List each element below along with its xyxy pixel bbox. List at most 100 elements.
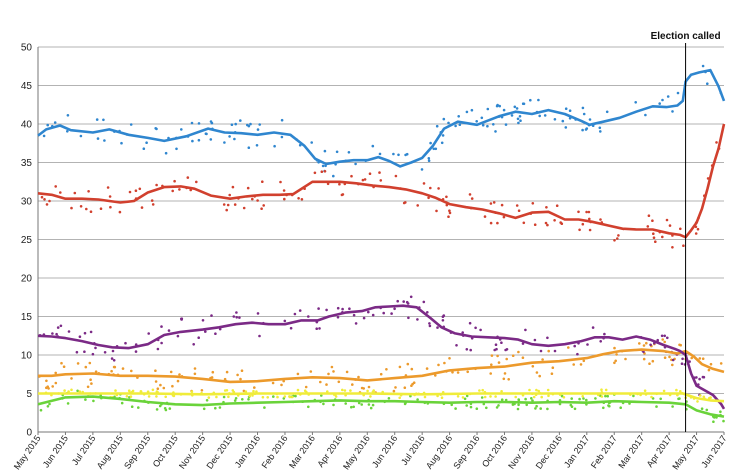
poll-dot xyxy=(233,399,237,402)
poll-dot xyxy=(54,185,57,188)
poll-dot xyxy=(95,118,99,121)
poll-dot xyxy=(719,362,723,365)
poll-dot xyxy=(517,403,520,407)
poll-dot xyxy=(176,334,180,338)
poll-dot xyxy=(486,107,490,111)
poll-dot xyxy=(83,350,86,354)
poll-dot xyxy=(315,327,319,331)
poll-dot xyxy=(454,124,457,128)
x-tick-label: Nov 2015 xyxy=(177,433,207,470)
poll-dot xyxy=(510,114,514,117)
poll-dot xyxy=(124,341,127,345)
poll-dot xyxy=(442,314,446,317)
poll-dot xyxy=(70,377,73,380)
poll-dot xyxy=(440,396,444,400)
poll-dot xyxy=(239,377,242,381)
poll-dot xyxy=(405,152,409,156)
series-line-conservative xyxy=(37,68,726,168)
poll-dot xyxy=(517,121,520,125)
poll-dot xyxy=(598,126,602,130)
poll-dot xyxy=(698,377,701,381)
poll-dot xyxy=(45,203,49,206)
poll-dot xyxy=(169,370,173,374)
poll-dot xyxy=(525,403,528,407)
poll-dot xyxy=(651,359,655,363)
poll-dot xyxy=(371,403,375,407)
poll-dot xyxy=(700,407,704,411)
poll-dot xyxy=(155,408,159,411)
poll-dot xyxy=(483,215,487,218)
poll-dot xyxy=(352,313,356,317)
poll-dot xyxy=(539,349,543,353)
poll-dot xyxy=(230,123,234,126)
poll-dot xyxy=(167,329,171,332)
poll-dot xyxy=(214,332,217,336)
poll-dot xyxy=(296,388,300,392)
poll-dot xyxy=(343,389,347,392)
poll-dot xyxy=(234,122,237,126)
poll-dot xyxy=(398,396,402,400)
poll-dot xyxy=(504,398,508,402)
poll-dot xyxy=(280,118,284,122)
x-tick-label: Dec 2016 xyxy=(534,433,564,470)
poll-dot xyxy=(456,395,460,398)
poll-dot xyxy=(515,204,519,207)
poll-dot xyxy=(502,215,506,219)
poll-dot xyxy=(701,64,705,68)
poll-dot xyxy=(511,354,515,358)
poll-dot xyxy=(273,144,276,148)
poll-dot xyxy=(480,396,484,399)
poll-dot xyxy=(394,386,397,389)
poll-dot xyxy=(45,386,48,390)
poll-dot xyxy=(410,384,413,388)
poll-dot xyxy=(231,185,235,189)
poll-dot xyxy=(535,404,538,408)
poll-dot xyxy=(432,147,436,151)
poll-dot xyxy=(661,235,664,239)
poll-dot xyxy=(55,332,58,336)
poll-dot xyxy=(255,144,259,147)
poll-dot xyxy=(403,386,407,390)
poll-dot xyxy=(505,357,509,361)
poll-dot xyxy=(543,114,547,117)
poll-dot xyxy=(573,407,577,411)
poll-dot xyxy=(261,180,264,183)
poll-dot xyxy=(513,105,517,109)
poll-dot xyxy=(385,368,388,371)
poll-dot xyxy=(537,389,540,393)
poll-dot xyxy=(406,302,410,305)
poll-dot xyxy=(679,227,682,231)
poll-dot xyxy=(617,234,620,237)
poll-dot xyxy=(423,395,427,399)
poll-dot xyxy=(671,246,674,249)
poll-dot xyxy=(519,119,522,122)
poll-dot xyxy=(422,182,426,185)
poll-dot xyxy=(577,210,580,214)
x-tick-label: Jun 2016 xyxy=(370,433,399,469)
poll-dot xyxy=(416,398,419,401)
poll-dot xyxy=(283,197,286,201)
poll-dot xyxy=(130,369,133,373)
poll-dot xyxy=(550,372,554,376)
poll-dot xyxy=(576,352,579,356)
poll-dot xyxy=(200,389,204,392)
poll-dot xyxy=(46,123,49,127)
poll-dot xyxy=(247,146,251,149)
x-tick-label: Oct 2016 xyxy=(480,433,509,469)
poll-dot xyxy=(495,347,498,351)
poll-dot xyxy=(120,141,123,145)
poll-dot xyxy=(70,206,73,210)
poll-dot xyxy=(340,193,344,197)
poll-dot xyxy=(481,123,485,127)
election-called-label: Election called xyxy=(651,31,721,42)
poll-dot xyxy=(334,395,338,398)
poll-dot xyxy=(515,107,519,110)
poll-dot xyxy=(425,367,429,370)
poll-dot xyxy=(293,312,297,316)
poll-dot xyxy=(300,198,304,201)
poll-dot xyxy=(434,374,437,377)
poll-dot xyxy=(719,410,722,414)
poll-dot xyxy=(145,141,148,144)
poll-dot xyxy=(48,199,51,203)
poll-dot xyxy=(110,369,113,373)
